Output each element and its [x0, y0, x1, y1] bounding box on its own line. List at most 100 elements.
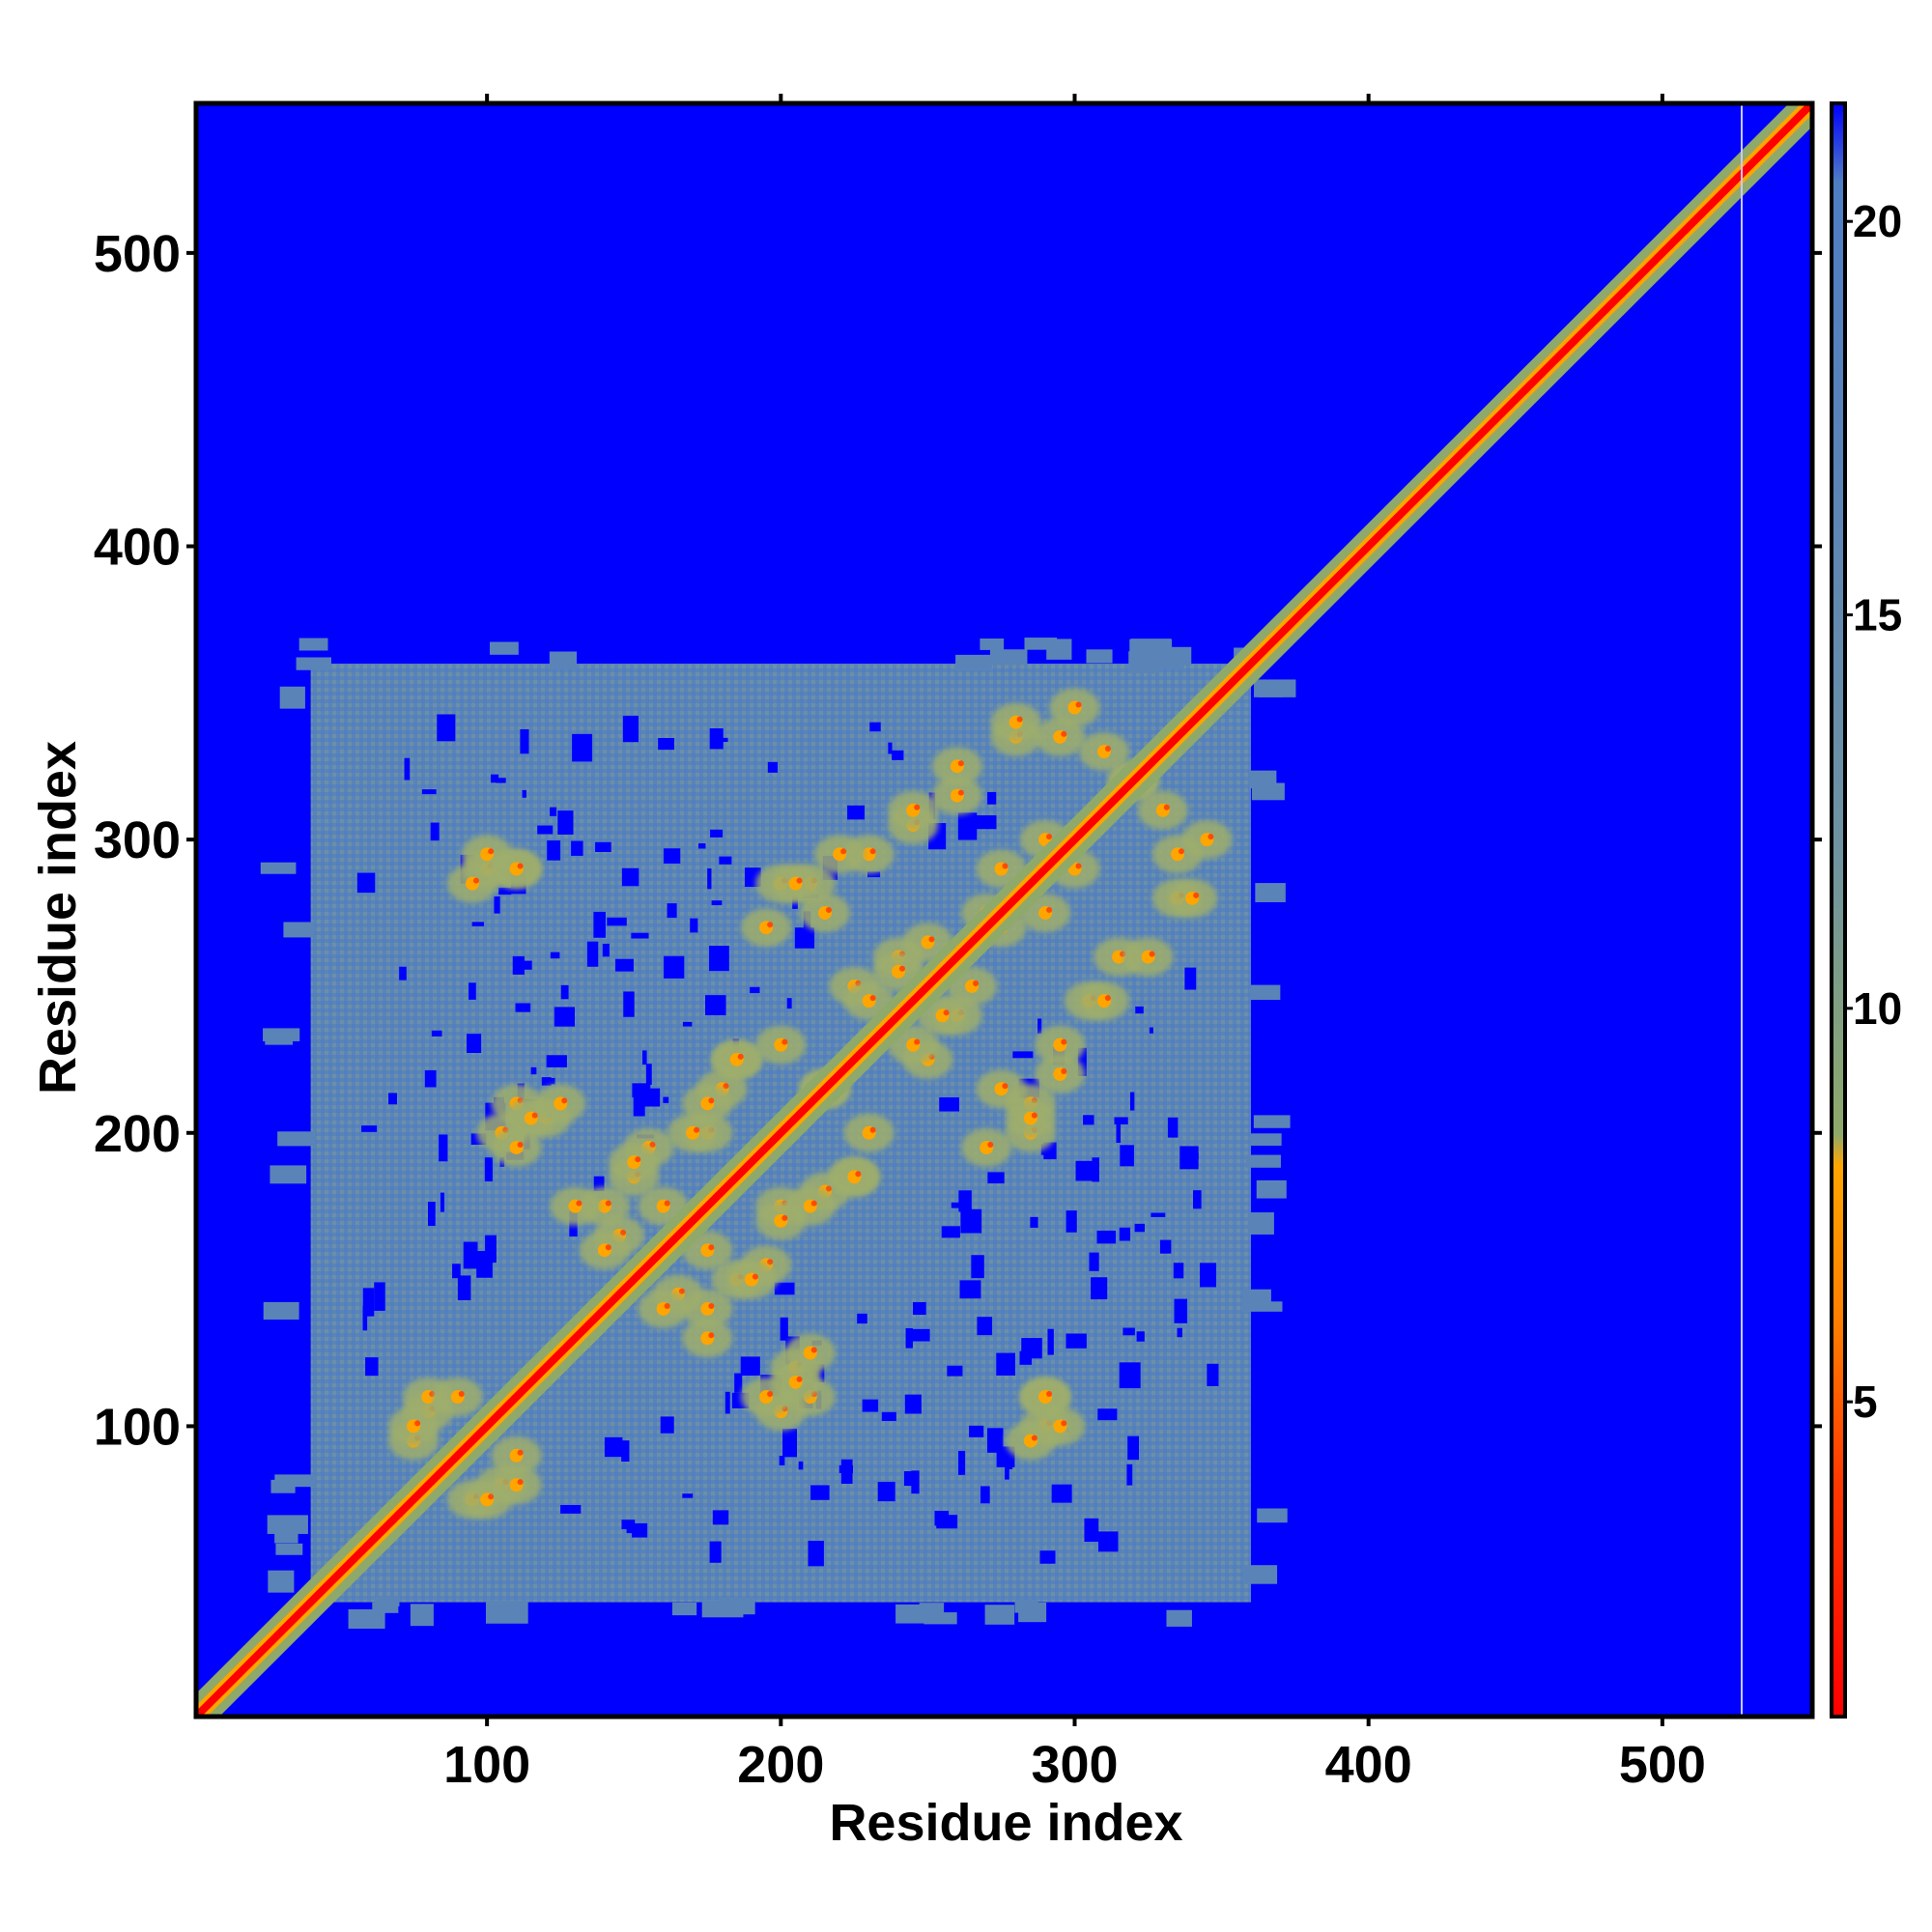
y-tick-label: 200: [94, 1105, 181, 1163]
sparse-hole: [1089, 1252, 1099, 1271]
region-edge-patch: [984, 1605, 1015, 1625]
sparse-hole: [1126, 1463, 1133, 1486]
contact-core: [488, 848, 495, 855]
contact-core: [781, 1038, 788, 1045]
contact-cluster: [1035, 1025, 1086, 1065]
sparse-hole: [958, 1450, 966, 1475]
sparse-hole: [430, 822, 440, 841]
region-edge-patch: [296, 657, 331, 670]
sparse-hole: [1097, 1408, 1118, 1421]
sparse-hole: [607, 917, 627, 926]
sparse-hole: [867, 871, 881, 878]
x-tick-label: 200: [737, 1736, 824, 1794]
contact-cluster: [1005, 1098, 1056, 1138]
region-edge-patch: [989, 649, 1028, 666]
sparse-hole: [421, 789, 437, 795]
contact-cluster: [961, 1127, 1012, 1167]
sparse-hole: [550, 807, 557, 816]
sparse-hole: [471, 922, 484, 926]
sparse-hole: [705, 995, 726, 1016]
sparse-hole: [971, 1255, 984, 1279]
sparse-hole: [1193, 1190, 1202, 1209]
sparse-hole: [957, 812, 978, 840]
contact-cluster: [1137, 790, 1188, 830]
region-edge-patch: [1250, 1133, 1282, 1147]
y-tick-label: 300: [94, 811, 181, 869]
sparse-hole: [467, 1034, 482, 1054]
sparse-hole: [1167, 1117, 1179, 1138]
region-edge-patch: [277, 1131, 316, 1147]
sparse-hole: [710, 829, 724, 838]
contact-core: [1061, 1420, 1067, 1427]
contact-core: [605, 1244, 611, 1251]
region-edge-patch: [1256, 1179, 1287, 1199]
sparse-hole: [632, 1083, 651, 1098]
sparse-hole: [1040, 1144, 1050, 1155]
sparse-hole: [362, 1305, 368, 1331]
sparse-hole: [424, 1069, 437, 1088]
region-edge-patch: [1166, 1609, 1192, 1627]
contact-core: [914, 1038, 921, 1045]
contact-cluster: [682, 1084, 733, 1123]
sparse-hole: [1207, 1363, 1219, 1386]
sparse-hole: [1200, 1263, 1217, 1288]
sparse-hole: [786, 998, 792, 1009]
sparse-hole: [557, 810, 574, 835]
sparse-hole: [1065, 1333, 1087, 1349]
region-edge-patch: [263, 1301, 299, 1321]
contact-core: [1046, 1391, 1053, 1398]
sparse-hole: [530, 1066, 537, 1075]
contact-core: [943, 1009, 950, 1016]
sparse-hole: [709, 727, 724, 750]
sparse-hole: [1134, 1223, 1145, 1233]
sparse-hole: [1037, 1018, 1042, 1034]
region-edge-patch: [348, 1608, 385, 1629]
sparse-hole: [1159, 1239, 1172, 1254]
y-axis: 100 200 300 400 500: [94, 225, 1822, 1456]
region-edge-patch: [374, 1596, 400, 1606]
diagonal-core: [196, 103, 1812, 1717]
sparse-hole: [936, 1515, 958, 1529]
sparse-hole: [969, 1425, 984, 1437]
sparse-hole: [892, 750, 904, 760]
sparse-hole: [593, 1176, 605, 1192]
x-tick-label: 100: [443, 1736, 530, 1794]
contact-core: [472, 877, 479, 884]
contact-cluster: [1035, 717, 1086, 756]
sparse-hole: [437, 714, 456, 742]
contact-cluster: [1151, 835, 1203, 874]
y-axis-title: Residue index: [29, 741, 87, 1094]
sparse-hole: [547, 840, 561, 861]
sparse-hole: [1047, 1328, 1054, 1355]
region-edge-patch: [372, 1602, 399, 1613]
sparse-hole: [1012, 1051, 1034, 1059]
contact-core: [414, 1420, 421, 1427]
sparse-hole: [767, 761, 778, 773]
sparse-hole: [484, 1157, 493, 1181]
sparse-hole: [660, 1416, 674, 1434]
contact-core: [620, 1230, 627, 1236]
contact-core: [1149, 951, 1155, 957]
sparse-hole: [515, 1003, 531, 1012]
sparse-hole: [707, 867, 712, 890]
region-edge-patch: [489, 641, 519, 655]
sparse-hole: [522, 789, 526, 798]
sparse-hole: [712, 1510, 729, 1525]
contact-core: [678, 1288, 685, 1294]
contact-core: [1178, 848, 1184, 855]
region-edge-patch: [267, 1515, 308, 1534]
contact-core: [1031, 1435, 1037, 1441]
sparse-hole: [1173, 1263, 1184, 1279]
contact-cluster: [1078, 981, 1129, 1021]
sparse-hole: [709, 946, 729, 972]
contact-cluster: [535, 1084, 586, 1123]
contact-cluster: [668, 1113, 719, 1152]
sparse-hole: [512, 955, 525, 975]
contact-core: [987, 1141, 994, 1148]
sparse-hole: [663, 1096, 669, 1103]
sparse-hole: [663, 955, 685, 979]
contact-core: [635, 1156, 641, 1163]
sparse-hole: [428, 1202, 436, 1227]
sparse-hole: [697, 843, 706, 849]
sparse-hole: [476, 1251, 493, 1278]
